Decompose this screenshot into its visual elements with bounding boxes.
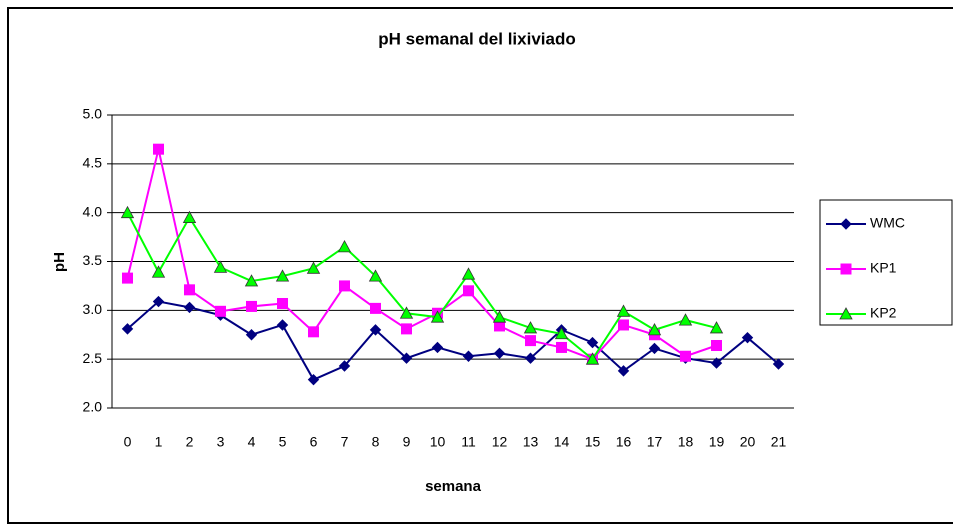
- point: [153, 143, 164, 155]
- point: [307, 373, 320, 386]
- x-tick-label: 1: [155, 434, 163, 450]
- point: [680, 350, 691, 362]
- point: [370, 302, 381, 314]
- point: [308, 326, 319, 338]
- point: [120, 205, 135, 219]
- point: [492, 310, 507, 323]
- point: [244, 274, 259, 287]
- y-tick-label: 3.0: [83, 301, 103, 317]
- x-tick-label: 9: [403, 434, 411, 450]
- x-tick-label: 13: [523, 434, 539, 450]
- y-tick-label: 2.5: [83, 350, 103, 366]
- point: [401, 323, 412, 335]
- legend-marker: [839, 307, 853, 320]
- point: [245, 329, 258, 341]
- chart-title: pH semanal del lixiviado: [378, 29, 575, 48]
- x-tick-label: 10: [430, 434, 446, 450]
- point: [184, 284, 195, 296]
- legend-marker: [840, 218, 852, 230]
- point: [586, 336, 599, 349]
- x-tick-label: 21: [771, 434, 787, 450]
- x-tick-label: 6: [310, 434, 318, 450]
- point: [648, 342, 661, 355]
- y-axis-title: pH: [51, 252, 68, 272]
- y-tick-label: 2.0: [83, 399, 103, 415]
- x-tick-label: 14: [554, 434, 570, 450]
- point: [462, 350, 475, 362]
- x-tick-label: 15: [585, 434, 601, 450]
- x-tick-label: 5: [279, 434, 287, 450]
- point: [678, 313, 693, 326]
- point: [369, 324, 382, 336]
- point: [152, 295, 165, 308]
- point: [338, 360, 351, 372]
- legend-label: KP2: [870, 305, 897, 321]
- x-axis-title: semana: [425, 478, 482, 495]
- y-tick-label: 5.0: [83, 106, 103, 122]
- point: [306, 261, 321, 274]
- point: [463, 285, 474, 297]
- point: [276, 319, 289, 331]
- legend-marker: [840, 263, 852, 275]
- x-tick-label: 17: [647, 434, 663, 450]
- point: [710, 357, 723, 369]
- point: [524, 352, 537, 364]
- x-tick-label: 19: [709, 434, 725, 450]
- y-tick-label: 3.5: [83, 252, 103, 268]
- legend-label: KP1: [870, 260, 897, 276]
- point: [277, 297, 288, 309]
- x-tick-label: 18: [678, 434, 694, 450]
- point: [461, 267, 476, 280]
- point: [275, 269, 290, 282]
- x-tick-label: 11: [461, 434, 476, 450]
- y-tick-label: 4.0: [83, 203, 103, 219]
- point: [246, 300, 257, 312]
- point: [431, 341, 444, 354]
- legend-label: WMC: [870, 215, 905, 231]
- point: [711, 339, 722, 351]
- point: [151, 265, 166, 278]
- point: [523, 321, 538, 334]
- point: [709, 321, 724, 334]
- x-tick-label: 20: [740, 434, 756, 450]
- point: [215, 305, 226, 317]
- point: [122, 272, 133, 284]
- x-tick-label: 3: [217, 434, 225, 450]
- point: [399, 306, 414, 319]
- point: [430, 310, 445, 323]
- point: [337, 240, 352, 253]
- point: [493, 347, 506, 360]
- x-tick-label: 2: [186, 434, 194, 450]
- point: [617, 365, 630, 377]
- point: [554, 326, 569, 340]
- point: [400, 352, 413, 364]
- point: [585, 352, 600, 365]
- point: [772, 358, 785, 370]
- y-tick-label: 4.5: [83, 155, 103, 171]
- series-line: [126, 300, 780, 381]
- x-tick-label: 12: [492, 434, 508, 450]
- x-tick-label: 0: [124, 434, 132, 450]
- legend-box: [819, 199, 953, 326]
- point: [121, 323, 134, 335]
- x-tick-label: 7: [341, 434, 349, 450]
- x-tick-label: 16: [616, 434, 632, 450]
- point: [556, 341, 567, 353]
- x-tick-label: 8: [372, 434, 380, 450]
- point: [339, 280, 350, 292]
- series-line: [126, 212, 717, 361]
- x-tick-label: 4: [248, 434, 256, 450]
- point: [647, 323, 662, 336]
- point: [741, 331, 754, 344]
- point: [616, 304, 631, 317]
- point: [213, 260, 228, 273]
- point: [182, 210, 197, 223]
- point: [618, 319, 629, 331]
- point: [525, 335, 536, 347]
- point: [368, 269, 383, 282]
- point: [183, 301, 196, 314]
